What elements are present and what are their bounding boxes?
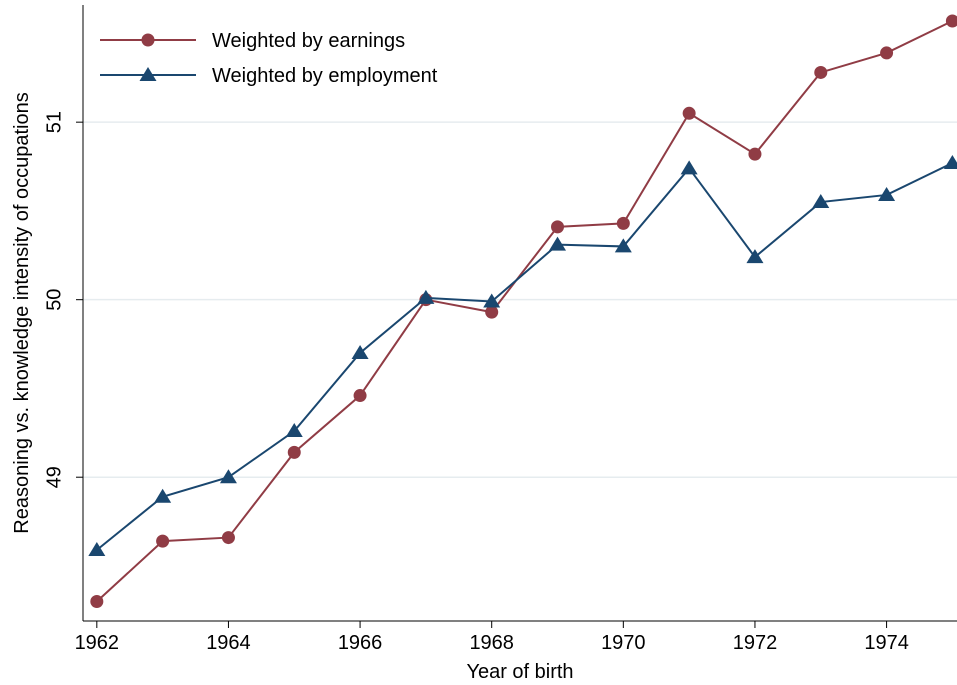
marker bbox=[614, 238, 632, 253]
marker bbox=[616, 216, 630, 230]
y-tick-label: 49 bbox=[43, 466, 65, 488]
x-tick-label: 1964 bbox=[206, 632, 251, 654]
y-tick-label: 51 bbox=[43, 111, 65, 133]
marker bbox=[551, 220, 565, 234]
series-line bbox=[96, 162, 953, 551]
marker bbox=[219, 469, 237, 484]
legend-marker bbox=[141, 33, 155, 47]
marker bbox=[88, 541, 106, 556]
x-tick-label: 1970 bbox=[601, 632, 646, 654]
series-line bbox=[96, 20, 953, 603]
marker bbox=[353, 389, 367, 403]
x-tick-label: 1974 bbox=[864, 632, 909, 654]
marker bbox=[90, 594, 104, 608]
marker bbox=[285, 423, 303, 438]
marker bbox=[746, 249, 764, 264]
marker bbox=[945, 14, 957, 28]
y-tick-label: 50 bbox=[43, 289, 65, 311]
marker bbox=[485, 305, 499, 319]
marker bbox=[221, 531, 235, 545]
x-axis-label: Year of birth bbox=[466, 661, 573, 683]
marker bbox=[814, 65, 828, 79]
marker bbox=[351, 344, 369, 359]
marker bbox=[878, 186, 896, 201]
marker bbox=[549, 236, 567, 251]
legend-marker bbox=[139, 67, 157, 81]
marker bbox=[417, 289, 435, 304]
marker bbox=[156, 534, 170, 548]
marker bbox=[943, 154, 957, 169]
marker bbox=[812, 194, 830, 209]
legend-label: Weighted by employment bbox=[212, 65, 438, 87]
marker bbox=[483, 293, 501, 308]
marker bbox=[287, 445, 301, 459]
y-axis-label: Reasoning vs. knowledge intensity of occ… bbox=[11, 92, 33, 533]
legend-label: Weighted by earnings bbox=[212, 30, 405, 52]
marker bbox=[748, 147, 762, 161]
marker bbox=[154, 488, 172, 503]
x-tick-label: 1966 bbox=[338, 632, 383, 654]
x-tick-label: 1972 bbox=[733, 632, 778, 654]
marker bbox=[682, 106, 696, 120]
marker bbox=[680, 160, 698, 175]
marker bbox=[880, 46, 894, 60]
x-tick-label: 1962 bbox=[75, 632, 120, 654]
x-tick-label: 1968 bbox=[469, 632, 514, 654]
